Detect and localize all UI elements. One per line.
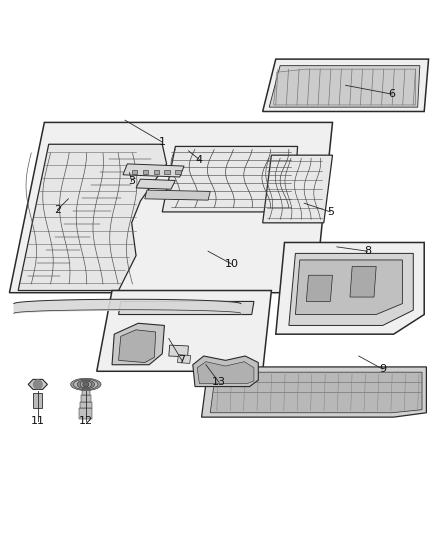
Polygon shape	[175, 171, 180, 174]
Polygon shape	[289, 253, 413, 326]
Text: 10: 10	[225, 260, 239, 269]
Polygon shape	[81, 395, 91, 402]
Polygon shape	[197, 362, 254, 384]
Polygon shape	[10, 123, 332, 293]
Polygon shape	[276, 243, 424, 334]
Text: 5: 5	[327, 207, 334, 217]
Text: 8: 8	[364, 246, 371, 256]
Polygon shape	[119, 302, 254, 314]
Text: 11: 11	[31, 416, 45, 426]
Polygon shape	[263, 155, 332, 223]
Text: 7: 7	[178, 356, 185, 365]
Polygon shape	[71, 378, 101, 391]
Text: 12: 12	[79, 416, 93, 426]
Polygon shape	[164, 171, 170, 174]
Text: 3: 3	[128, 176, 135, 187]
Polygon shape	[136, 179, 175, 189]
Polygon shape	[193, 356, 258, 386]
Polygon shape	[123, 164, 184, 177]
Polygon shape	[274, 69, 416, 105]
Polygon shape	[177, 354, 191, 364]
Polygon shape	[77, 380, 95, 389]
Polygon shape	[201, 367, 426, 417]
Polygon shape	[350, 266, 376, 297]
Polygon shape	[295, 260, 403, 314]
Polygon shape	[119, 330, 155, 362]
Polygon shape	[162, 147, 297, 212]
Polygon shape	[74, 379, 98, 390]
Polygon shape	[143, 171, 148, 174]
Text: 1: 1	[159, 137, 166, 147]
Text: 2: 2	[54, 205, 61, 215]
Polygon shape	[263, 59, 428, 111]
Text: 9: 9	[379, 364, 386, 374]
Polygon shape	[112, 323, 164, 365]
Polygon shape	[269, 66, 420, 107]
Polygon shape	[132, 171, 137, 174]
Polygon shape	[145, 190, 210, 200]
Polygon shape	[28, 379, 47, 390]
Polygon shape	[80, 381, 92, 388]
Polygon shape	[82, 389, 90, 395]
Text: 6: 6	[388, 89, 395, 99]
Polygon shape	[80, 402, 92, 408]
Polygon shape	[33, 393, 42, 408]
Polygon shape	[97, 290, 272, 372]
Polygon shape	[169, 345, 188, 357]
Polygon shape	[79, 408, 92, 419]
Text: 4: 4	[196, 155, 203, 165]
Polygon shape	[18, 144, 166, 290]
Circle shape	[33, 380, 42, 389]
Text: 13: 13	[212, 377, 226, 387]
Polygon shape	[83, 382, 89, 387]
Polygon shape	[306, 275, 332, 302]
Polygon shape	[153, 171, 159, 174]
Polygon shape	[210, 372, 422, 413]
